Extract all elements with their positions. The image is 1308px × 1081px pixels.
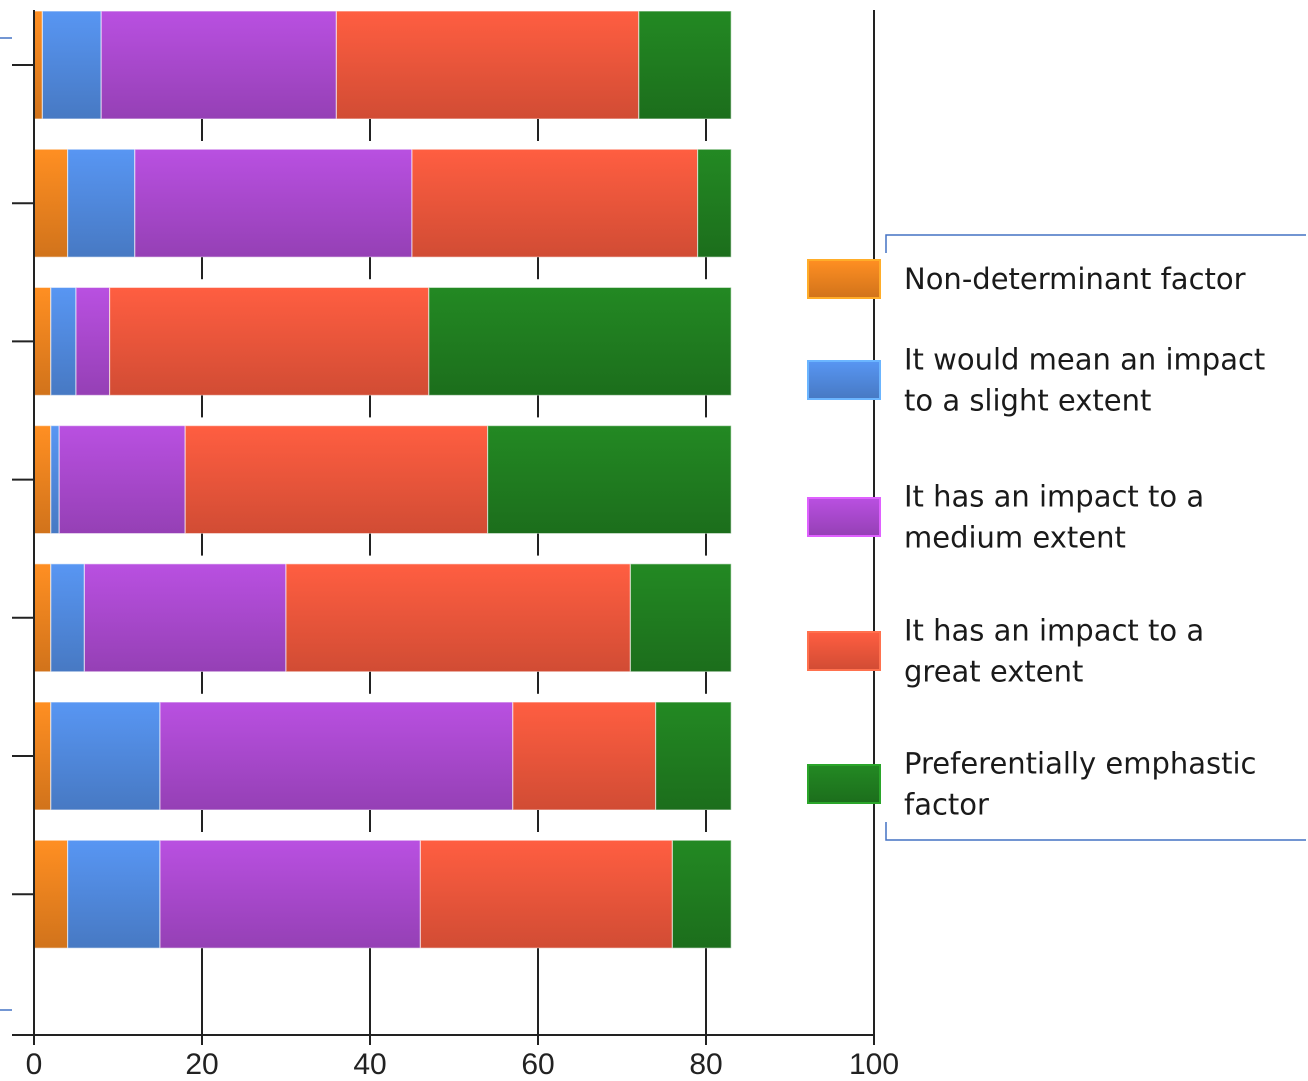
- bar-segment: [487, 425, 732, 535]
- bar-segment: [33, 425, 52, 535]
- legend-label: It has an impact to a medium extent: [904, 480, 1204, 555]
- bar-segment: [512, 701, 657, 811]
- bar-segment: [654, 701, 732, 811]
- legend: Non-determinant factor It would mean an i…: [807, 234, 1306, 841]
- legend-swatch: [807, 764, 881, 804]
- bar-segment: [41, 10, 102, 120]
- legend-frame: [885, 822, 1306, 841]
- bar-segment: [50, 425, 60, 535]
- legend-swatch: [807, 631, 881, 671]
- bar-segment: [33, 148, 69, 258]
- legend-frame: [885, 234, 1306, 253]
- x-tick-label: 40: [353, 1048, 386, 1081]
- bar-segment: [83, 563, 287, 673]
- bar-segment: [33, 839, 69, 949]
- bar-segment: [285, 563, 631, 673]
- bar-segment: [33, 10, 43, 120]
- x-tick-label: 60: [521, 1048, 554, 1081]
- x-tick-label: 20: [185, 1048, 218, 1081]
- x-tick-label: 80: [689, 1048, 722, 1081]
- bar-segment: [638, 10, 732, 120]
- bar-segment: [629, 563, 732, 673]
- legend-label: Non-determinant factor: [904, 262, 1246, 296]
- bar-segment: [50, 563, 85, 673]
- bar-segment: [66, 839, 161, 949]
- bar-segment: [66, 148, 136, 258]
- bar-segment: [100, 10, 337, 120]
- bar-segment: [159, 701, 514, 811]
- bar-segment: [671, 839, 732, 949]
- legend-swatch: [807, 259, 881, 299]
- bar-segment: [159, 839, 421, 949]
- bar-segment: [50, 701, 161, 811]
- bar-segment: [411, 148, 699, 258]
- bar-segment: [58, 425, 186, 535]
- legend-swatch: [807, 360, 881, 400]
- x-tick-label: 100: [849, 1048, 899, 1081]
- bar-segment: [33, 286, 52, 396]
- bar-segment: [108, 286, 430, 396]
- plot-area: [33, 10, 732, 971]
- x-tick-label: 0: [26, 1048, 43, 1081]
- legend-label: It has an impact to a great extent: [904, 614, 1204, 689]
- bar-segment: [50, 286, 77, 396]
- legend-label: Preferentially emphastic factor: [904, 747, 1257, 822]
- legend-label: It would mean an impact to a slight exten…: [904, 343, 1265, 418]
- bar-segment: [134, 148, 413, 258]
- bar-segment: [428, 286, 732, 396]
- bar-segment: [33, 701, 52, 811]
- bar-segment: [33, 563, 52, 673]
- legend-swatch: [807, 497, 881, 537]
- bar-segment: [75, 286, 111, 396]
- bar-segment: [184, 425, 489, 535]
- bar-segment: [696, 148, 732, 258]
- bar-segment: [335, 10, 640, 120]
- bar-segment: [419, 839, 673, 949]
